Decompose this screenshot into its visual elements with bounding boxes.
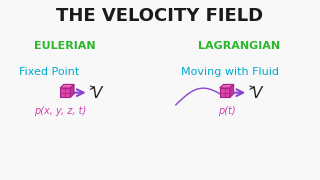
- Text: V: V: [251, 86, 262, 101]
- Text: p(x, y, z, t): p(x, y, z, t): [34, 106, 86, 116]
- Text: Fixed Point: Fixed Point: [19, 67, 79, 77]
- Polygon shape: [230, 84, 234, 97]
- Polygon shape: [220, 88, 230, 97]
- Text: V: V: [92, 86, 102, 101]
- Polygon shape: [60, 88, 70, 97]
- Polygon shape: [70, 84, 74, 97]
- Text: THE VELOCITY FIELD: THE VELOCITY FIELD: [56, 7, 264, 25]
- Text: LAGRANGIAN: LAGRANGIAN: [198, 41, 280, 51]
- Polygon shape: [60, 84, 74, 88]
- Text: Moving with Fluid: Moving with Fluid: [181, 67, 279, 77]
- Text: p(t): p(t): [218, 106, 236, 116]
- Text: EULERIAN: EULERIAN: [34, 41, 96, 51]
- Polygon shape: [220, 84, 234, 88]
